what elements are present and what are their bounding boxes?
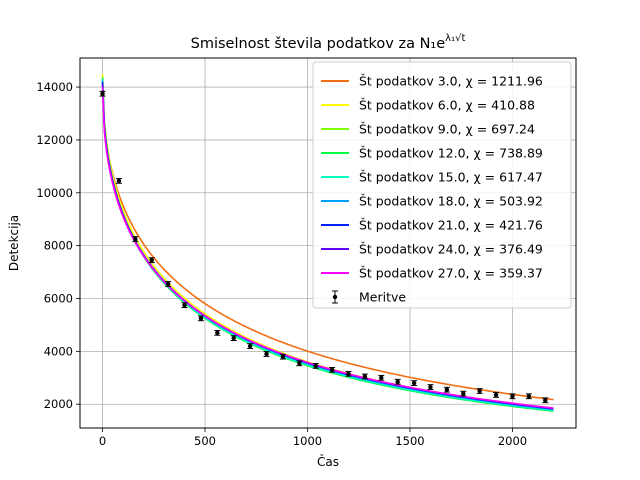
legend: Št podatkov 3.0, χ = 1211.96 Št podatkov … bbox=[312, 61, 572, 309]
legend-label: Št podatkov 18.0, χ = 503.92 bbox=[359, 194, 543, 209]
legend-label: Št podatkov 6.0, χ = 410.88 bbox=[359, 98, 535, 113]
legend-label: Št podatkov 15.0, χ = 617.47 bbox=[359, 170, 543, 185]
y-tick-label: 14000 bbox=[36, 80, 73, 94]
y-tick-label: 10000 bbox=[36, 186, 73, 200]
measurement-point bbox=[280, 354, 286, 359]
y-tick-label: 6000 bbox=[44, 292, 73, 306]
legend-label: Št podatkov 9.0, χ = 697.24 bbox=[359, 122, 535, 137]
x-tick-label: 2000 bbox=[498, 434, 527, 448]
measurement-point bbox=[411, 380, 417, 386]
measurement-point bbox=[493, 392, 499, 398]
legend-label: Št podatkov 21.0, χ = 421.76 bbox=[359, 218, 543, 233]
x-axis-label: Čas bbox=[317, 454, 339, 469]
measurement-point bbox=[362, 374, 368, 379]
measurement-point bbox=[165, 281, 171, 287]
measurement-point bbox=[133, 236, 138, 242]
y-tick-label: 8000 bbox=[44, 239, 73, 253]
measurement-point bbox=[329, 367, 335, 373]
measurement-point bbox=[297, 361, 302, 366]
legend-label: Št podatkov 12.0, χ = 738.89 bbox=[359, 146, 543, 161]
chart-title: Smiselnost števila podatkov za N₁eλ₁√t bbox=[191, 33, 466, 52]
legend-label: Št podatkov 3.0, χ = 1211.96 bbox=[359, 74, 543, 89]
measurement-point bbox=[543, 398, 548, 403]
legend-label: Št podatkov 24.0, χ = 376.49 bbox=[359, 242, 543, 257]
measurement-point bbox=[149, 257, 154, 263]
measurement-point bbox=[395, 379, 400, 384]
measurement-point bbox=[444, 387, 450, 392]
measurement-point bbox=[182, 302, 187, 308]
x-tick-label: 1000 bbox=[293, 434, 322, 448]
legend-label: Št podatkov 27.0, χ = 359.37 bbox=[359, 266, 543, 281]
y-tick-label: 12000 bbox=[36, 133, 73, 147]
plot-frame bbox=[79, 57, 577, 429]
measurement-point bbox=[346, 371, 351, 377]
measurement-point bbox=[247, 343, 253, 349]
y-tick-label: 4000 bbox=[44, 344, 73, 358]
measurement-point bbox=[116, 178, 122, 184]
y-tick-label: 2000 bbox=[44, 397, 73, 411]
fit-curves bbox=[101, 73, 554, 412]
measurement-point bbox=[231, 335, 236, 341]
x-tick-label: 0 bbox=[99, 434, 106, 448]
legend-box bbox=[312, 61, 572, 309]
x-tick-label: 500 bbox=[194, 434, 216, 448]
x-tick-label: 1500 bbox=[395, 434, 424, 448]
measurement-point bbox=[313, 363, 318, 369]
fit-curve-9 bbox=[101, 87, 554, 409]
y-axis-ticks: 2000 4000 6000 8000 10000 12000 14000 bbox=[36, 80, 80, 411]
x-axis-ticks: 0 500 1000 1500 2000 bbox=[99, 428, 527, 448]
measurement-point bbox=[215, 330, 220, 336]
measurement-point bbox=[379, 375, 384, 380]
legend-marker bbox=[332, 294, 338, 300]
measurement-point bbox=[526, 394, 532, 399]
legend-label: Meritve bbox=[359, 290, 406, 305]
measurement-point bbox=[461, 391, 466, 396]
measurement-point bbox=[100, 91, 105, 96]
measurement-point bbox=[198, 316, 204, 321]
measurement-point bbox=[264, 351, 269, 357]
measurement-point bbox=[477, 388, 482, 394]
y-axis-label: Detekcija bbox=[7, 215, 21, 271]
measurement-points bbox=[99, 90, 549, 404]
measurement-point bbox=[510, 394, 515, 399]
measurement-point bbox=[428, 384, 433, 390]
